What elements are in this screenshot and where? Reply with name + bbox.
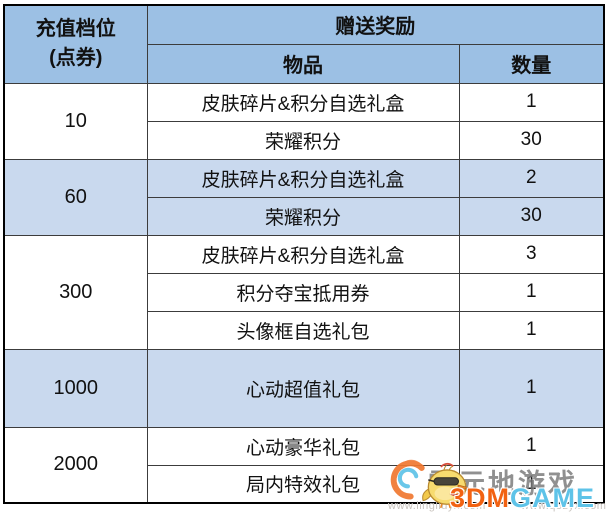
qty-cell: 30 — [458, 120, 605, 160]
tier-header-line2: (点券) — [49, 47, 103, 70]
tier-cell: 2000 — [3, 426, 148, 504]
item-cell: 荣耀积分 — [146, 120, 460, 160]
qty-cell: 1 — [458, 464, 605, 504]
tier-cell: 300 — [3, 234, 148, 350]
item-cell: 局内特效礼包 — [146, 464, 460, 504]
item-cell: 头像框自选礼包 — [146, 310, 460, 350]
tier-cell: 10 — [3, 82, 148, 160]
table-row: 荣耀积分 30 — [4, 196, 605, 236]
header-row-2: 物品 数量 — [4, 43, 605, 84]
item-cell: 积分夺宝抵用券 — [146, 272, 460, 312]
reward-table: 充值档位 (点券) 赠送奖励 物品 数量 10 皮肤碎片&积分自选礼盒 1 荣耀积分 3… — [3, 4, 605, 504]
table-row: 积分夺宝抵用券 1 — [4, 272, 605, 312]
table-row: 10 皮肤碎片&积分自选礼盒 1 — [3, 82, 605, 160]
item-cell: 心动豪华礼包 — [146, 426, 460, 466]
reward-column-header: 赠送奖励 — [146, 4, 605, 45]
table-row: 1000 心动超值礼包 1 — [3, 348, 605, 428]
table-row: 60 皮肤碎片&积分自选礼盒 2 — [3, 158, 605, 236]
reward-table-body: 10 皮肤碎片&积分自选礼盒 1 荣耀积分 30 60 皮肤碎片&积分自选礼盒 2 荣耀积分 30… — [3, 82, 605, 504]
item-cell: 皮肤碎片&积分自选礼盒 — [146, 82, 460, 122]
item-column-header: 物品 — [146, 43, 460, 84]
qty-cell: 30 — [458, 196, 605, 236]
qty-cell: 2 — [458, 158, 605, 198]
qty-column-header: 数量 — [458, 43, 605, 84]
table-row: 局内特效礼包 1 — [4, 464, 605, 504]
qty-cell: 1 — [458, 426, 605, 466]
qty-cell: 1 — [458, 82, 605, 122]
tier-cell: 1000 — [3, 348, 148, 428]
table-row: 2000 心动豪华礼包 1 — [3, 426, 605, 504]
table-header: 充值档位 (点券) 赠送奖励 物品 数量 — [3, 4, 605, 84]
item-cell: 皮肤碎片&积分自选礼盒 — [146, 158, 460, 198]
table-row: 300 皮肤碎片&积分自选礼盒 3 — [3, 234, 605, 350]
qty-cell: 1 — [458, 348, 605, 428]
tier-column-header: 充值档位 (点券) — [3, 4, 148, 84]
item-cell: 心动超值礼包 — [146, 348, 460, 428]
qty-cell: 1 — [458, 310, 605, 350]
qty-cell: 1 — [458, 272, 605, 312]
header-row-1: 充值档位 (点券) 赠送奖励 — [3, 4, 605, 84]
tier-cell: 60 — [3, 158, 148, 236]
qty-cell: 3 — [458, 234, 605, 274]
item-cell: 荣耀积分 — [146, 196, 460, 236]
tier-header-line1: 充值档位 — [35, 18, 116, 41]
item-cell: 皮肤碎片&积分自选礼盒 — [146, 234, 460, 274]
